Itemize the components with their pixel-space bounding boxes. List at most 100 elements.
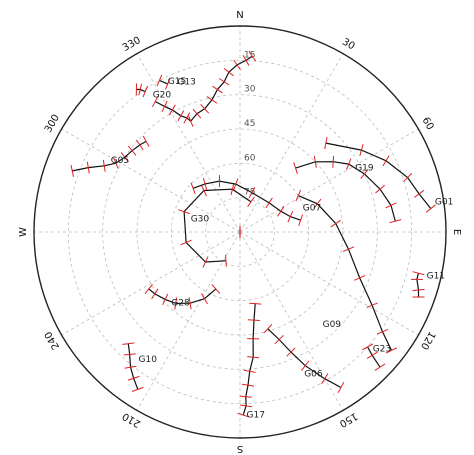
satellite-label-g20: G20: [153, 91, 172, 101]
observation-tick: [362, 343, 374, 351]
observation-tick: [168, 104, 176, 116]
observation-tick: [249, 302, 262, 305]
observation-tick: [242, 54, 250, 66]
observation-tick: [177, 110, 185, 122]
satellite-label-g07: G07: [303, 203, 321, 213]
satellite-label-g23: G23: [373, 345, 391, 355]
azimuth-label: 330: [121, 35, 143, 54]
observation-tick: [86, 161, 90, 174]
observation-tick: [412, 288, 425, 292]
elevation-ring: [205, 197, 275, 267]
satellite-track-g11: [410, 271, 425, 298]
observation-tick: [353, 275, 366, 281]
observation-tick: [190, 182, 196, 195]
observation-tick: [313, 155, 317, 168]
observation-tick: [102, 159, 106, 172]
satellite-label-g06: G06: [304, 369, 323, 379]
observation-tick: [223, 68, 234, 77]
observation-tick: [332, 155, 335, 168]
track-line: [325, 142, 432, 209]
azimuth-spoke: [61, 231, 241, 336]
observation-tick: [313, 198, 322, 209]
elevation-ring-label: 15: [244, 50, 255, 60]
elevation-ring: [102, 94, 378, 370]
track-line: [295, 161, 396, 222]
satellite-label-g09: G09: [323, 320, 342, 330]
azimuth-spoke: [136, 53, 241, 233]
satellite-track-g05: [70, 135, 150, 177]
observation-tick: [218, 78, 230, 86]
observation-tick: [248, 50, 257, 62]
observation-tick: [233, 178, 239, 190]
observation-tick: [247, 196, 255, 208]
satellite-track-g10: [122, 342, 144, 392]
observation-tick: [233, 59, 241, 71]
observation-tick: [412, 271, 425, 276]
observation-tick: [151, 288, 159, 300]
elevation-ring-label: 60: [244, 153, 256, 163]
observation-tick: [187, 115, 194, 127]
observation-tick: [293, 162, 298, 174]
observation-tick: [138, 83, 143, 96]
track-line: [416, 273, 420, 297]
satellite-track-g09: [295, 189, 398, 354]
satellite-label-g19: G19: [355, 164, 374, 174]
observation-tick: [382, 155, 390, 167]
observation-tick: [122, 342, 135, 345]
observation-tick: [274, 334, 284, 345]
observation-tick: [374, 363, 386, 371]
observation-tick: [142, 135, 150, 147]
azimuth-spoke: [239, 53, 344, 233]
observation-tick: [403, 172, 413, 183]
observation-tick: [295, 189, 302, 202]
elevation-ring-label: 45: [244, 119, 255, 129]
observation-tick: [225, 254, 227, 267]
observation-tick: [301, 360, 310, 371]
track-line: [72, 140, 147, 172]
satellite-track-g15: [156, 74, 171, 90]
observation-tick: [144, 283, 153, 295]
satellite-label-g13: G13: [177, 78, 195, 88]
observation-tick: [286, 347, 296, 357]
azimuth-label: E: [451, 229, 462, 235]
track-line: [136, 88, 146, 93]
observation-tick: [165, 78, 171, 90]
track-line: [267, 328, 342, 389]
track-line: [183, 188, 252, 263]
satellite-label-g30: G30: [191, 215, 210, 225]
observation-tick: [413, 189, 425, 198]
observation-tick: [180, 239, 192, 246]
satellite-label-g28: G28: [171, 299, 190, 309]
observation-tick: [287, 210, 294, 223]
observation-tick: [136, 139, 144, 151]
observation-tick: [124, 365, 137, 369]
satellite-label-g05: G05: [111, 156, 129, 166]
observation-tick: [237, 412, 250, 418]
satellite-label-g15: G15: [168, 77, 186, 87]
observation-tick: [359, 144, 364, 156]
observation-tick: [202, 256, 209, 268]
observation-tick: [131, 386, 144, 392]
observation-tick: [183, 112, 191, 124]
azimuth-label: 150: [337, 410, 359, 429]
observation-tick: [142, 85, 149, 98]
observation-tick: [330, 219, 341, 228]
observation-tick: [188, 297, 192, 310]
observation-tick: [174, 297, 178, 310]
observation-tick: [211, 284, 221, 294]
satellite-label-g17: G17: [247, 410, 265, 420]
observation-tick: [192, 108, 202, 119]
satellite-track-g30: [178, 183, 255, 268]
azimuth-spoke: [136, 231, 241, 411]
azimuth-label: 240: [43, 329, 62, 351]
satellite-tracks: [70, 50, 436, 418]
azimuth-label: 60: [420, 115, 436, 132]
observation-tick: [127, 375, 140, 381]
observation-tick: [70, 164, 74, 177]
satellite-track-g28: [144, 283, 221, 310]
observation-tick: [113, 157, 119, 169]
observation-tick: [240, 404, 253, 408]
azimuth-spoke: [239, 128, 419, 233]
observation-tick: [277, 205, 285, 217]
